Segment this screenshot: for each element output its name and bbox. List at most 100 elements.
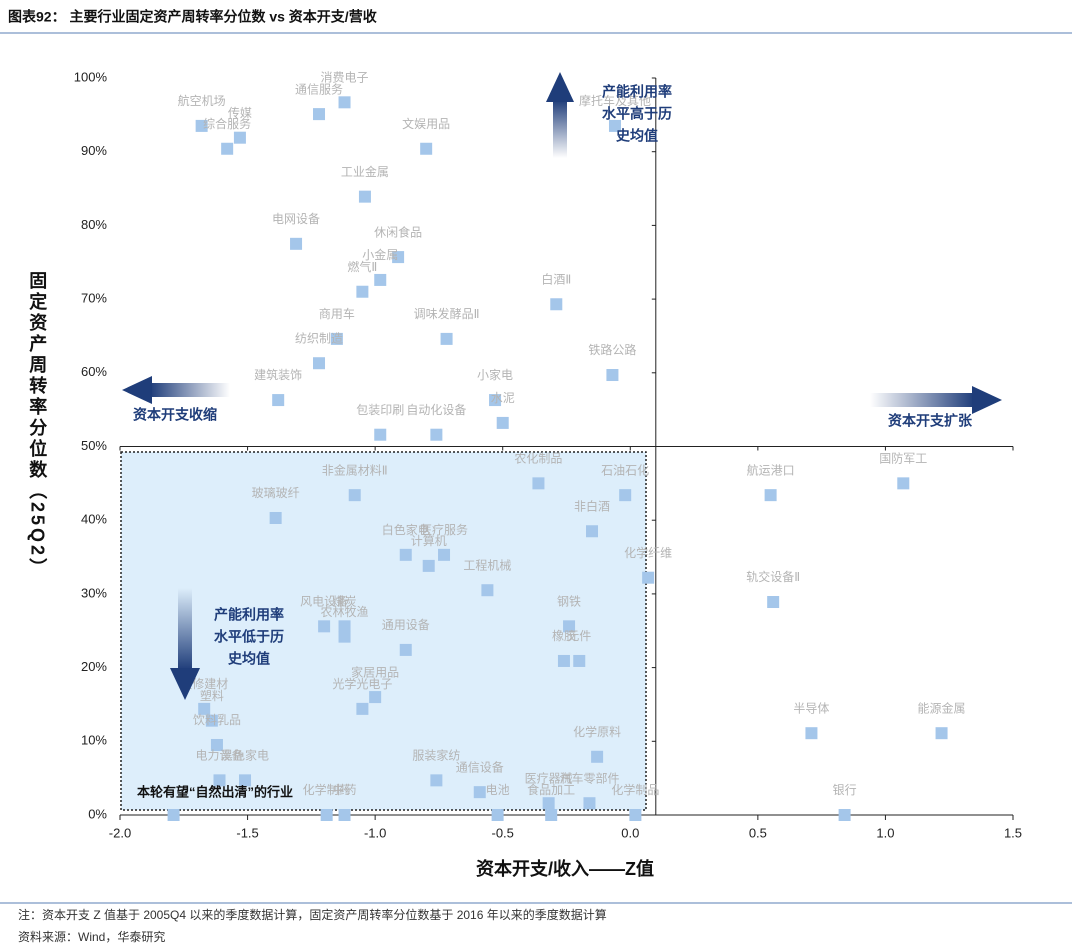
arrow-right-head <box>972 386 1002 414</box>
point <box>532 477 545 490</box>
x-tick-label: -1.5 <box>236 825 258 840</box>
annotation: 水平高于历 <box>602 106 672 122</box>
y-tick-label: 60% <box>81 364 107 379</box>
point <box>356 285 369 298</box>
point-label: 工业金属 <box>341 164 389 179</box>
point <box>338 96 351 109</box>
annotation: 资本开支收缩 <box>133 407 217 423</box>
x-tick-label: 0.5 <box>749 825 767 840</box>
x-tick-label: -2.0 <box>109 825 131 840</box>
point-label: 饮料乳品 <box>193 713 241 727</box>
point <box>213 774 226 787</box>
point-label: 通信服务 <box>295 81 343 96</box>
point <box>586 525 599 538</box>
point <box>481 584 494 597</box>
point-label: 航空机场 <box>178 93 226 108</box>
point <box>764 489 777 502</box>
point <box>805 727 818 740</box>
point <box>358 190 371 203</box>
point <box>356 702 369 715</box>
point <box>473 786 486 799</box>
arrow-down-head <box>170 668 200 700</box>
point <box>369 691 382 704</box>
point-label: 煤炭 <box>333 594 357 608</box>
point <box>392 251 405 264</box>
point-label: 元件 <box>567 629 591 643</box>
point-label: 纺织制造 <box>295 331 343 345</box>
point-label: 通信设备 <box>456 760 504 774</box>
point <box>430 774 443 787</box>
point-label: 消费电子 <box>321 70 369 84</box>
point <box>205 714 218 727</box>
point <box>290 237 303 250</box>
y-tick-label: 40% <box>81 512 107 527</box>
point <box>269 511 282 524</box>
point <box>399 643 412 656</box>
arrows <box>122 72 1002 700</box>
point <box>198 702 211 715</box>
point <box>330 332 343 345</box>
point <box>557 654 570 667</box>
arrow-left <box>150 383 230 397</box>
chart-title: 图表92： 主要行业固定资产周转率分位数 vs 资本开支/营收 <box>8 9 378 25</box>
point <box>420 142 433 155</box>
point-label: 电网设备 <box>272 212 320 226</box>
point <box>583 797 596 810</box>
point-label: 风电设备 <box>300 594 348 608</box>
point-label: 非白酒 <box>574 498 610 513</box>
y-tick-label: 70% <box>81 291 107 306</box>
x-tick-label: -1.0 <box>364 825 386 840</box>
point-label: 传媒 <box>228 105 252 120</box>
point <box>563 620 576 633</box>
point <box>545 809 558 821</box>
point-label: 综合服务 <box>203 116 251 131</box>
point <box>167 809 180 821</box>
point <box>591 750 604 763</box>
point-label: 中药 <box>333 782 357 797</box>
point <box>338 620 351 633</box>
y-axis-label: 固定资产周转率分位数（25Q2） <box>27 271 47 579</box>
x-tick-label: -0.5 <box>492 825 514 840</box>
y-tick-label: 80% <box>81 217 107 232</box>
point-label: 半导体 <box>793 701 829 715</box>
point <box>767 596 780 609</box>
point <box>338 630 351 643</box>
arrow-right <box>870 393 974 407</box>
point-label: 化学纤维 <box>624 545 672 560</box>
y-tick-label: 90% <box>81 143 107 158</box>
annotation: 资本开支扩张 <box>888 413 973 429</box>
point <box>320 809 333 821</box>
point <box>221 142 234 155</box>
point <box>239 774 252 787</box>
point-label: 电池 <box>486 783 510 797</box>
point <box>233 131 246 144</box>
arrow-down <box>178 588 192 670</box>
point-label: 塑料 <box>200 688 224 703</box>
point <box>491 809 504 821</box>
arrow-up <box>553 100 567 158</box>
point-label: 白酒Ⅱ <box>541 271 571 286</box>
annotation: 水平低于历 <box>214 629 284 645</box>
point-label: 水泥 <box>491 391 515 405</box>
point-label: 玻璃玻纤 <box>252 486 300 500</box>
point-label: 非金属材料Ⅱ <box>322 462 388 477</box>
point-label: 化学制品 <box>611 782 659 797</box>
point <box>619 489 632 502</box>
point-label: 铁路公路 <box>588 342 636 357</box>
point <box>838 809 851 821</box>
point-label: 摩托车及其他 <box>579 93 651 108</box>
x-tick-label: 1.0 <box>876 825 894 840</box>
point-label: 化学原料 <box>573 724 621 739</box>
point-label: 农化制品 <box>514 452 562 466</box>
point <box>496 416 509 429</box>
point-label: 休闲食品 <box>374 224 422 239</box>
point-label: 白色家电 <box>382 522 430 537</box>
point <box>606 369 619 382</box>
point-label: 能源金属 <box>918 700 966 715</box>
point-label: 商用车 <box>319 306 355 321</box>
point <box>422 559 435 572</box>
clearing-box <box>120 451 647 811</box>
point-label: 工程机械 <box>463 557 511 572</box>
point-label: 调味发酵品Ⅱ <box>414 306 480 321</box>
